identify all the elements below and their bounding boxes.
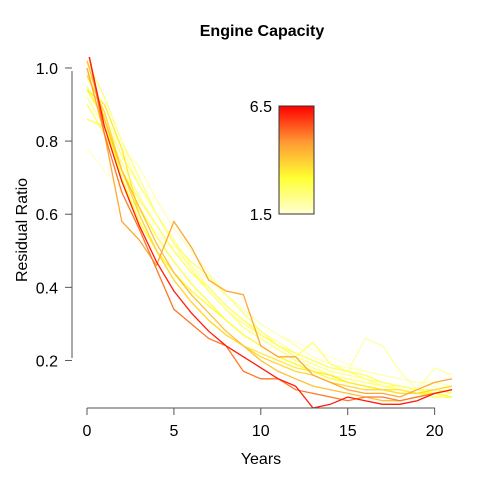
x-ticks: 0 5 10 15 20	[83, 408, 444, 440]
colorbar-max-label: 6.5	[250, 99, 272, 116]
series-line-10	[86, 75, 453, 395]
colorbar-legend: 6.5 1.5	[250, 99, 315, 224]
x-tick-label: 15	[339, 423, 357, 440]
series-line-12	[86, 67, 453, 398]
chart-title: Engine Capacity	[200, 23, 325, 40]
x-tick-label: 10	[252, 423, 270, 440]
y-tick-label: 0.4	[36, 280, 58, 297]
y-tick-label: 1.0	[36, 61, 58, 78]
x-tick-label: 20	[426, 423, 444, 440]
y-ticks: 0.2 0.4 0.6 0.8 1.0	[36, 61, 72, 370]
y-tick-label: 0.8	[36, 134, 58, 151]
series-line-3	[86, 96, 453, 395]
colorbar	[278, 105, 315, 215]
x-tick-label: 5	[169, 423, 178, 440]
x-tick-label: 0	[83, 423, 92, 440]
series-line-7	[86, 118, 452, 398]
series-line-5	[86, 85, 453, 398]
series-line-6	[86, 104, 453, 395]
plot-area	[86, 57, 453, 408]
series-line-11	[86, 60, 453, 402]
series-line-13	[88, 57, 453, 402]
x-axis-label: Years	[241, 451, 281, 468]
series-line-1	[86, 67, 453, 387]
y-tick-label: 0.6	[36, 207, 58, 224]
series-line-4	[86, 60, 453, 398]
series-line-14	[88, 57, 453, 408]
colorbar-min-label: 1.5	[250, 207, 272, 224]
y-tick-label: 0.2	[36, 353, 58, 370]
y-axis-label: Residual Ratio	[14, 178, 31, 282]
series-line-9	[86, 89, 453, 395]
